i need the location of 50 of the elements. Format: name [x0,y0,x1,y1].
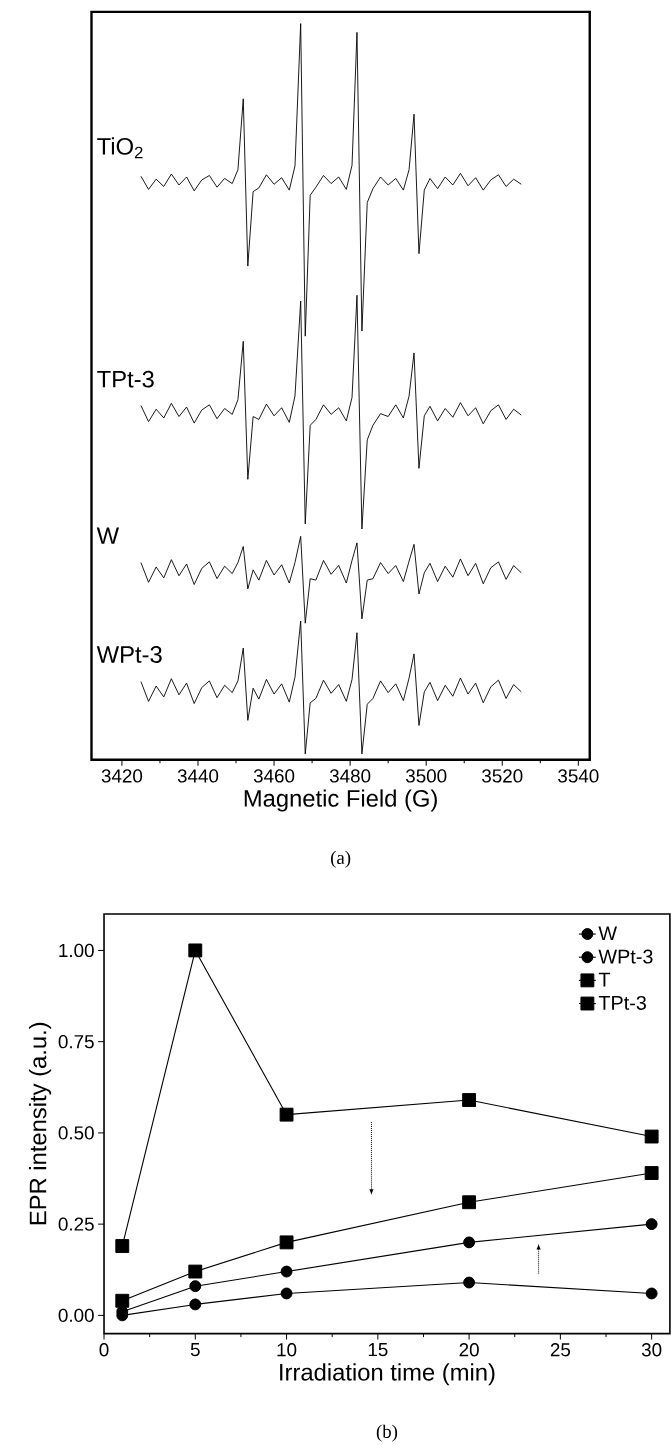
point [280,1287,293,1300]
point [645,1218,658,1231]
point [645,1287,658,1300]
x-axis-title: Irradiation time (min) [280,1363,495,1386]
x-tick-label: 3540 [557,769,599,783]
point [189,1280,202,1293]
x-tick-label: 3420 [101,769,142,783]
series-label: TPt-3 [97,370,154,388]
x-tick-label: 20 [459,1343,479,1357]
point [463,1276,475,1289]
x-axis-title: Magnetic Field (G) [244,789,437,812]
legend-label: T [598,972,610,987]
point [189,1298,202,1311]
y-tick-label: 0.25 [58,1217,94,1231]
series-label: WPt-3 [96,646,162,663]
series-label: W [96,527,119,544]
legend-label: W [598,926,617,941]
x-tick-label: 3460 [253,769,295,783]
x-tick-label: 30 [641,1343,662,1357]
x-tick-label: 0 [99,1343,109,1357]
text: (a) [330,850,351,868]
point [463,1236,475,1249]
x-tick-label: 3480 [329,769,371,783]
point [462,1093,476,1107]
point [279,1235,294,1250]
y-axis-title: EPR intensity (a.u.) [28,1022,51,1225]
point [188,943,203,958]
point [115,1239,130,1253]
x-tick-label: 3520 [481,769,523,783]
y-tick-label: 0.00 [58,1308,94,1323]
x-tick-label: 3440 [177,769,219,783]
point [188,1264,203,1279]
x-tick-label: 3500 [405,769,447,783]
x-tick-label: 10 [277,1343,297,1357]
x-tick-label: 25 [550,1343,570,1357]
y-tick-label: 1.00 [59,943,94,958]
legend-label: WPt-3 [598,949,653,964]
text: (b) [376,1424,397,1442]
x-tick-label: 15 [368,1343,388,1357]
point [644,1166,659,1180]
y-tick-label: 0.75 [58,1034,94,1049]
point [279,1107,294,1122]
y-tick-label: 0.50 [58,1126,94,1140]
point [280,1265,293,1278]
series-label: TiO$_{2}$ [97,137,143,159]
x-tick-label: 5 [190,1343,200,1357]
point [644,1129,659,1144]
point [115,1293,130,1308]
point [462,1195,476,1210]
legend-label: TPt-3 [598,995,646,1010]
